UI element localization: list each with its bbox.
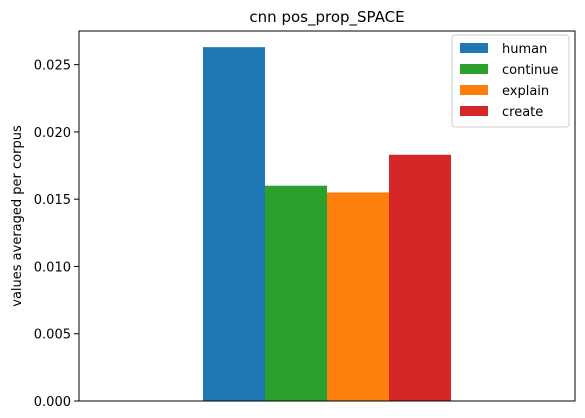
legend: human continue explain create (451, 34, 570, 128)
y-axis: 0.000 0.005 0.010 0.015 0.020 0.025 (34, 59, 79, 410)
plot-frame (78, 30, 576, 402)
legend-label-human: human (502, 42, 547, 57)
legend-label-continue: continue (502, 63, 559, 78)
bars-group (203, 47, 451, 402)
legend-swatch-explain (460, 85, 488, 95)
legend-swatch-human (460, 43, 488, 53)
legend-swatch-create (460, 106, 488, 116)
bar-explain (327, 192, 389, 401)
legend-swatch-continue (460, 64, 488, 74)
chart-title: cnn pos_prop_SPACE (249, 8, 404, 27)
legend-box (451, 34, 570, 128)
y-tick-label: 0.005 (34, 328, 71, 343)
y-tick-label: 0.015 (34, 193, 71, 208)
legend-label-create: create (502, 105, 543, 120)
bar-human (203, 47, 265, 402)
bar-create (389, 154, 451, 401)
y-tick-label: 0.025 (34, 59, 71, 74)
y-axis-label: values averaged per corpus (10, 125, 25, 307)
y-tick-label: 0.010 (34, 260, 71, 275)
y-tick-label: 0.020 (34, 126, 71, 141)
legend-label-explain: explain (502, 84, 549, 99)
y-tick-label: 0.000 (34, 395, 71, 410)
bar-continue (265, 185, 327, 401)
